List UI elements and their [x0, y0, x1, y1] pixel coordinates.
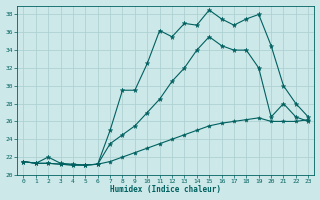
X-axis label: Humidex (Indice chaleur): Humidex (Indice chaleur)	[110, 185, 221, 194]
